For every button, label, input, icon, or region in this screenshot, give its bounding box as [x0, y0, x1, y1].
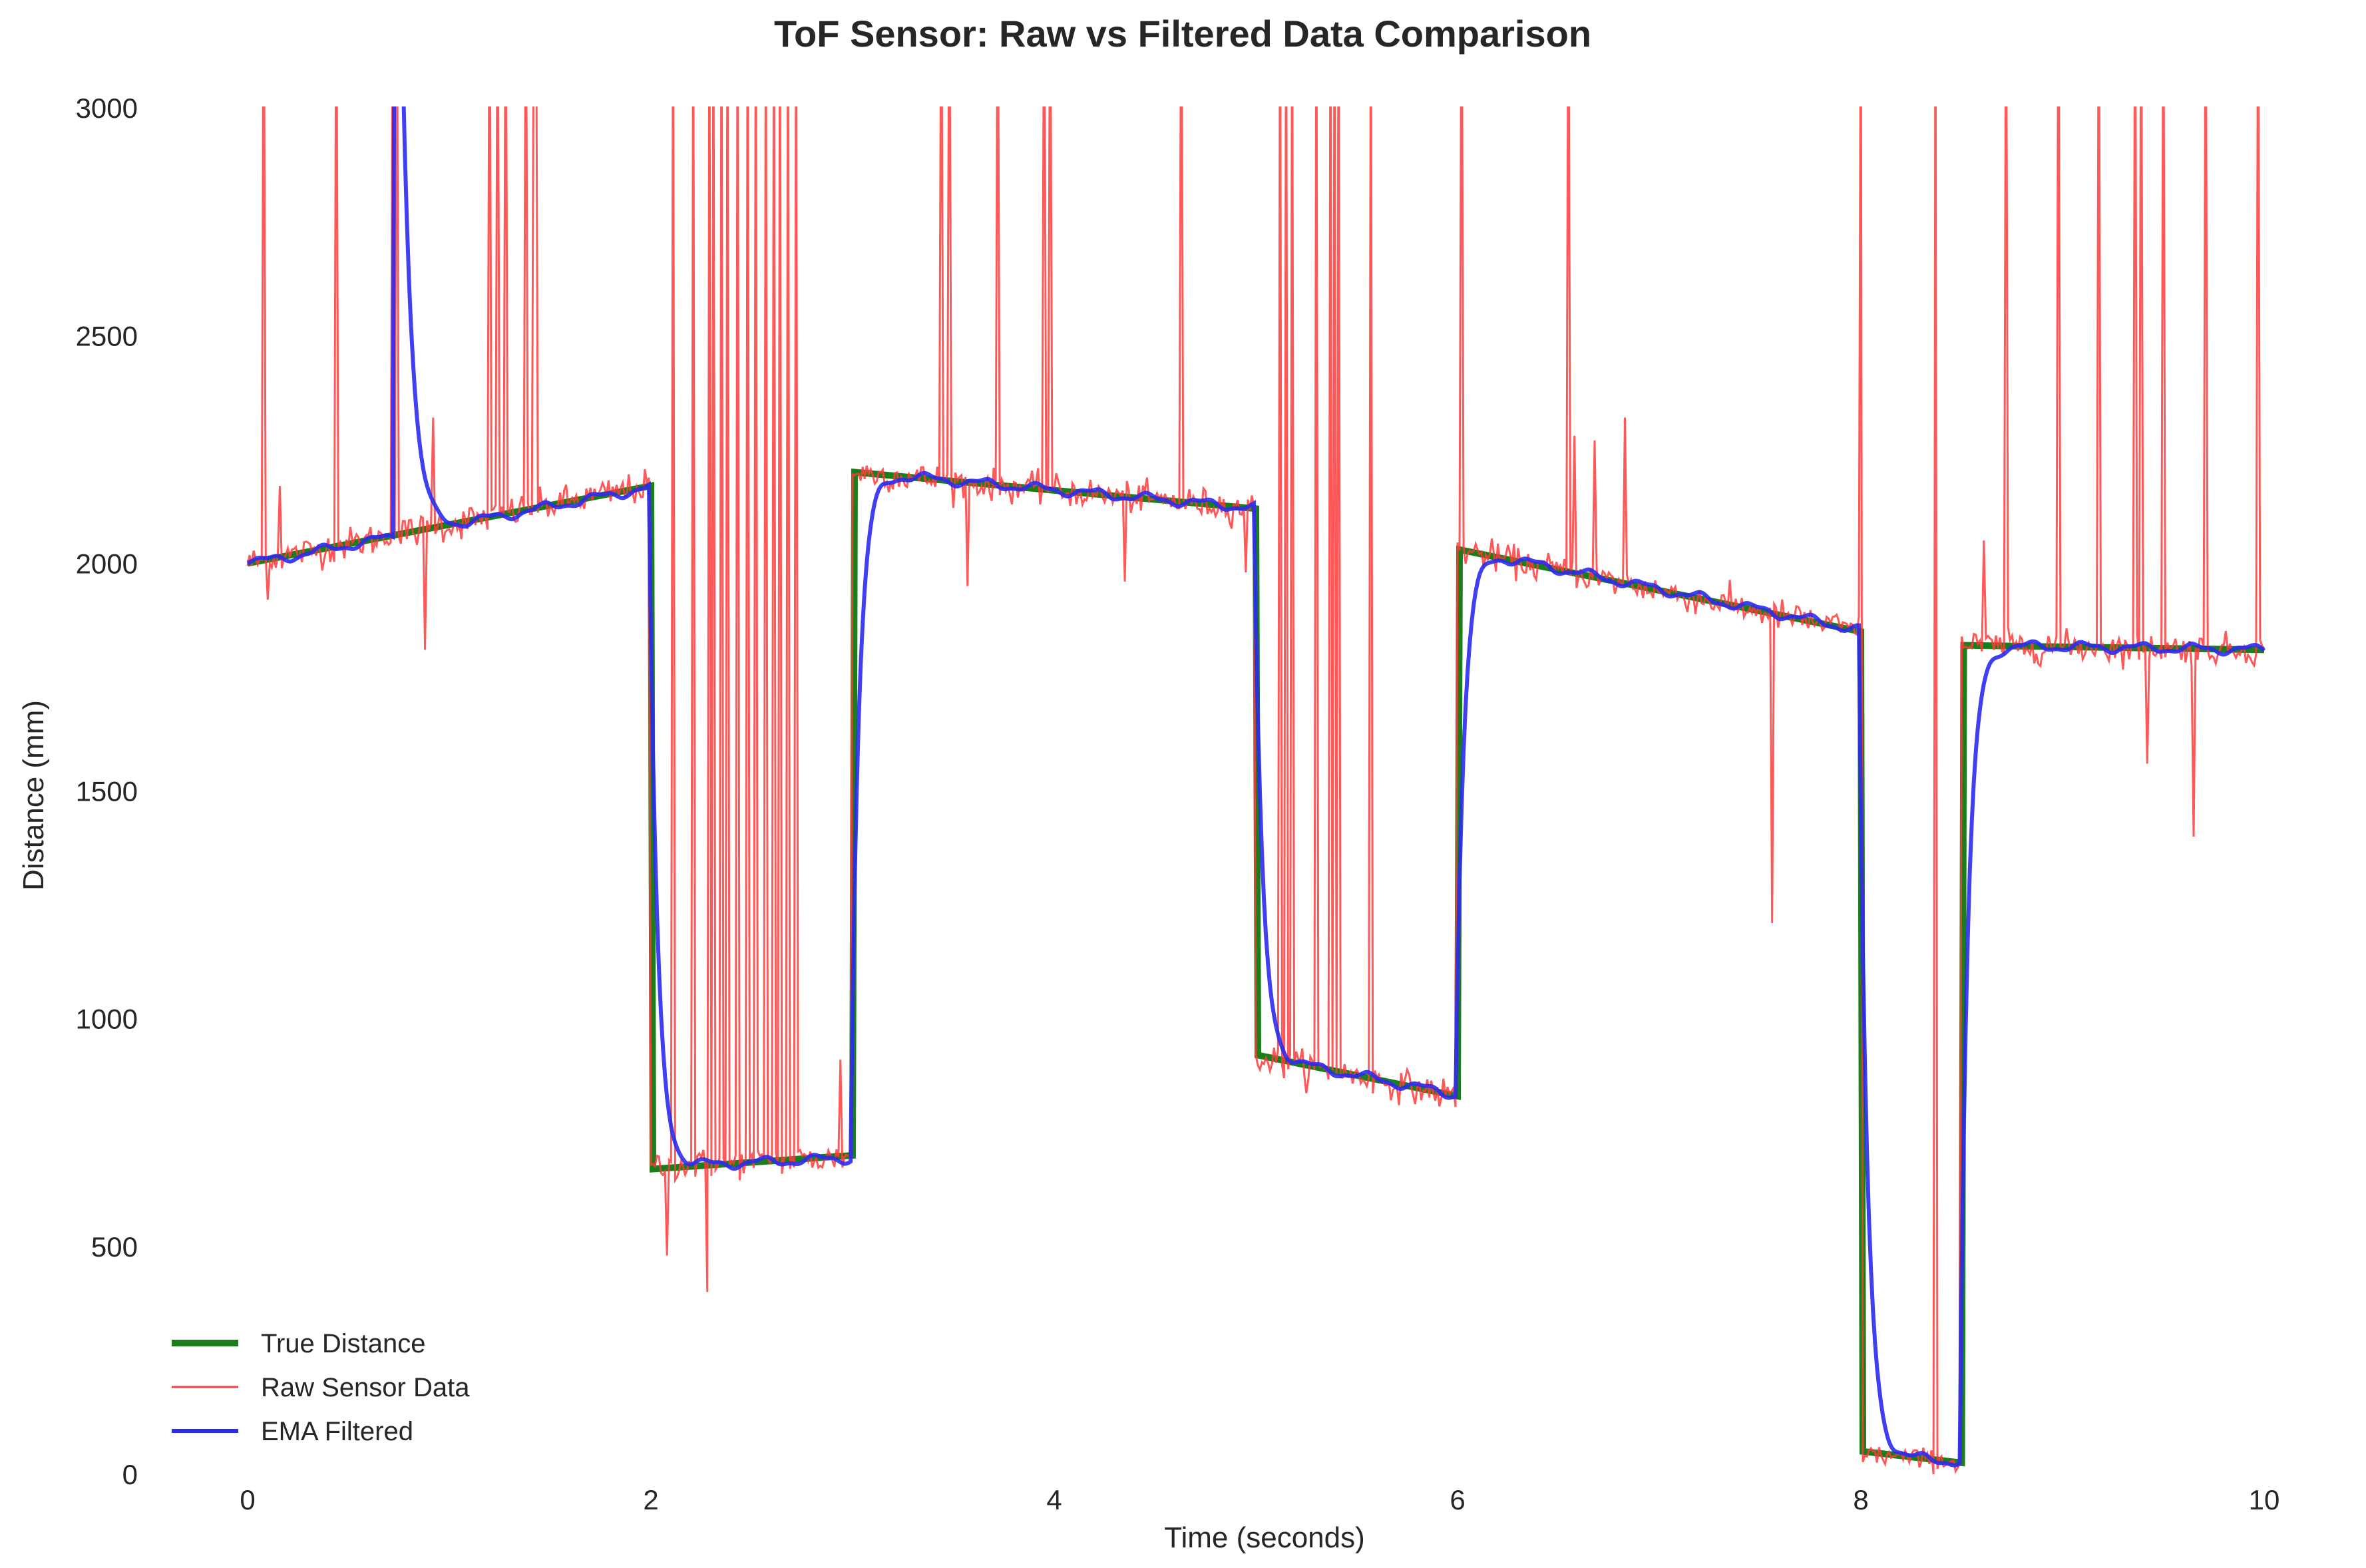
x-tick-label: 6 — [1450, 1484, 1465, 1515]
ema-filtered-line — [246, 106, 2266, 1468]
y-tick-label: 2000 — [76, 548, 138, 579]
x-tick-label: 10 — [2249, 1484, 2280, 1515]
x-tick-label: 2 — [643, 1484, 658, 1515]
y-axis-ticks: 0 500 1000 1500 2000 2500 3000 — [76, 93, 138, 1490]
legend-label-true-distance: True Distance — [261, 1329, 426, 1358]
plot-area — [246, 106, 2266, 1475]
y-tick-label: 500 — [91, 1231, 138, 1263]
legend-label-ema-filtered: EMA Filtered — [261, 1417, 413, 1446]
y-tick-label: 0 — [122, 1459, 138, 1490]
y-tick-label: 1500 — [76, 776, 138, 807]
y-tick-label: 1000 — [76, 1004, 138, 1035]
y-tick-label: 3000 — [76, 93, 138, 124]
legend: True Distance Raw Sensor Data EMA Filter… — [172, 1329, 470, 1446]
x-axis-ticks: 0 2 4 6 8 10 — [240, 1484, 2279, 1515]
y-axis-label: Distance (mm) — [17, 700, 50, 890]
chart-title: ToF Sensor: Raw vs Filtered Data Compari… — [774, 13, 1591, 55]
series-ema-filtered — [246, 106, 2266, 1468]
legend-label-raw-sensor-data: Raw Sensor Data — [261, 1373, 470, 1402]
x-axis-label: Time (seconds) — [1164, 1521, 1365, 1554]
y-tick-label: 2500 — [76, 320, 138, 351]
x-tick-label: 0 — [240, 1484, 255, 1515]
x-tick-label: 8 — [1853, 1484, 1868, 1515]
x-tick-label: 4 — [1046, 1484, 1062, 1515]
